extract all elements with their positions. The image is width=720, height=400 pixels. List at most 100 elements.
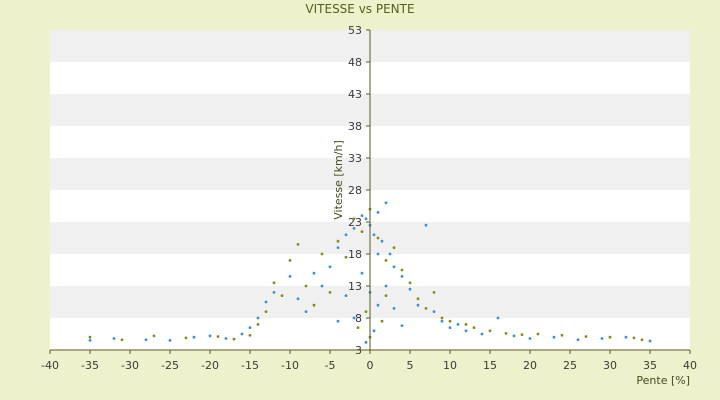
data-point xyxy=(392,265,396,269)
data-point xyxy=(248,333,252,337)
data-point xyxy=(288,259,292,262)
data-point xyxy=(336,239,340,243)
data-point xyxy=(400,324,404,328)
data-point xyxy=(384,294,388,297)
y-tick-label: 33 xyxy=(348,152,362,165)
data-point xyxy=(456,323,460,326)
data-point xyxy=(388,252,392,256)
data-point xyxy=(384,284,388,288)
data-point xyxy=(576,338,580,342)
data-point xyxy=(312,303,316,307)
data-point xyxy=(328,291,332,294)
data-point xyxy=(380,239,384,243)
data-point xyxy=(216,335,220,338)
data-point xyxy=(364,310,368,313)
data-point xyxy=(364,217,368,221)
data-point xyxy=(408,287,412,291)
data-point xyxy=(304,310,308,313)
x-tick-label: -40 xyxy=(41,359,59,372)
data-point xyxy=(192,335,196,339)
scatter-points xyxy=(88,201,652,344)
data-point xyxy=(536,332,540,336)
data-point xyxy=(296,297,300,301)
data-point xyxy=(552,335,556,339)
x-tick-label: 10 xyxy=(443,359,457,372)
x-tick-label: -25 xyxy=(161,359,179,372)
data-point xyxy=(248,326,252,329)
data-point xyxy=(408,281,412,285)
data-point xyxy=(392,246,396,250)
data-point xyxy=(304,284,308,288)
data-point xyxy=(600,337,604,340)
data-point xyxy=(88,335,92,339)
data-point xyxy=(336,246,340,250)
x-axis-ticks: -40 -35 -30 -25 -20 -15 -10 -5 0 5 10 15 20 25 30 35 40 xyxy=(41,350,697,372)
y-tick-label: 18 xyxy=(348,248,362,261)
data-point xyxy=(320,284,324,288)
y-tick-label: 43 xyxy=(348,88,362,101)
data-point xyxy=(432,291,436,294)
data-point xyxy=(448,326,452,329)
data-point xyxy=(376,211,380,214)
data-point xyxy=(256,323,260,326)
data-point xyxy=(272,291,276,294)
data-point xyxy=(480,332,484,336)
x-tick-label: 35 xyxy=(643,359,657,372)
data-point xyxy=(424,223,428,227)
data-point xyxy=(624,335,628,339)
y-axis-ticks: 38131823283338434853 xyxy=(348,24,370,357)
data-point xyxy=(496,316,500,320)
x-tick-label: -15 xyxy=(241,359,259,372)
data-point xyxy=(356,326,360,329)
data-point xyxy=(528,337,532,340)
data-point xyxy=(144,338,148,342)
x-tick-label: 5 xyxy=(407,359,414,372)
data-point xyxy=(364,340,368,344)
data-point xyxy=(504,331,508,335)
data-point xyxy=(372,329,376,333)
data-point xyxy=(288,275,292,278)
data-point xyxy=(380,319,384,323)
data-point xyxy=(640,338,644,342)
data-point xyxy=(112,337,116,340)
data-point xyxy=(328,265,332,269)
data-point xyxy=(584,335,588,338)
data-point xyxy=(488,329,492,333)
data-point xyxy=(440,319,444,323)
data-point xyxy=(344,233,348,237)
data-point xyxy=(336,319,340,323)
data-point xyxy=(424,307,428,310)
data-point xyxy=(272,281,276,285)
data-point xyxy=(352,316,356,320)
data-point xyxy=(432,310,436,313)
data-point xyxy=(384,201,388,205)
x-tick-label: 15 xyxy=(483,359,497,372)
data-point xyxy=(256,316,260,320)
data-point xyxy=(632,336,636,340)
data-point xyxy=(360,230,364,234)
x-tick-label: 20 xyxy=(523,359,537,372)
data-point xyxy=(560,333,564,337)
data-point xyxy=(184,336,188,340)
data-point xyxy=(472,326,476,329)
data-point xyxy=(352,217,356,221)
data-point xyxy=(648,339,652,343)
y-axis-label: Vitesse [km/h] xyxy=(332,140,345,220)
data-point xyxy=(384,259,388,262)
data-point xyxy=(352,227,356,230)
data-point xyxy=(376,303,380,307)
y-tick-label: 38 xyxy=(348,120,362,133)
data-point xyxy=(416,297,420,301)
data-point xyxy=(232,337,236,341)
data-point xyxy=(120,338,124,342)
data-point xyxy=(168,339,172,342)
data-point xyxy=(264,300,268,304)
data-point xyxy=(448,319,452,323)
data-point xyxy=(372,233,376,237)
data-point xyxy=(224,337,228,340)
x-tick-label: 40 xyxy=(683,359,697,372)
y-tick-label: 23 xyxy=(348,216,362,229)
x-tick-label: 25 xyxy=(563,359,577,372)
data-point xyxy=(608,335,612,339)
data-point xyxy=(400,268,404,272)
